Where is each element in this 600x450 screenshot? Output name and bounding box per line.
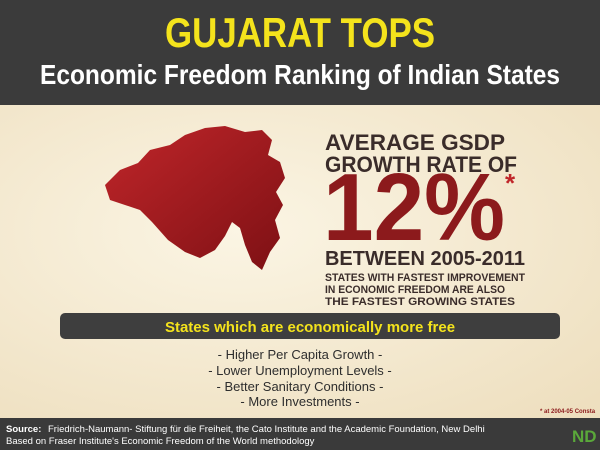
stat-note: STATES WITH FASTEST IMPROVEMENT — [325, 272, 525, 284]
bullet: - Higher Per Capita Growth - — [218, 347, 383, 362]
stat-period: BETWEEN 2005-2011 — [325, 248, 525, 270]
stat-note: IN ECONOMIC FREEDOM ARE ALSO — [325, 284, 505, 296]
source-text: Friedrich-Naumann- Stiftung für die Frei… — [48, 424, 485, 435]
gujarat-map — [105, 126, 285, 270]
subtitle: Economic Freedom Ranking of Indian State… — [40, 59, 560, 90]
stat-note: THE FASTEST GROWING STATES — [325, 296, 515, 308]
stat-value: 12% — [323, 154, 505, 261]
asterisk: * — [505, 168, 516, 198]
title: GUJARAT TOPS — [165, 9, 435, 56]
banner-bg — [60, 313, 560, 339]
stat-lead: GROWTH RATE OF — [325, 152, 517, 177]
footnote: * at 2004-05 Consta — [540, 409, 596, 415]
header-bg — [0, 0, 600, 105]
source-label: Source: — [6, 424, 41, 435]
bullet: - More Investments - — [240, 394, 359, 409]
stat-lead: AVERAGE GSDP — [325, 130, 505, 155]
footer-bg — [0, 418, 600, 450]
source-text: Based on Fraser Institute's Economic Fre… — [6, 436, 315, 447]
banner: States which are economically more free — [165, 319, 455, 336]
bullet: - Lower Unemployment Levels - — [208, 363, 392, 378]
logo: ND — [572, 427, 597, 446]
body-bg — [0, 105, 600, 418]
bullet: - Better Sanitary Conditions - — [217, 379, 384, 394]
